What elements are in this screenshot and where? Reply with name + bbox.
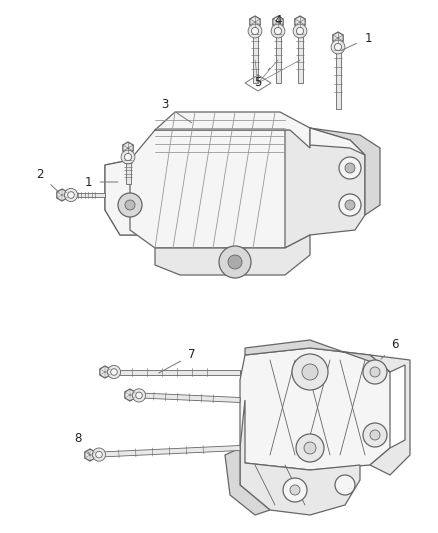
- Polygon shape: [273, 16, 283, 28]
- Text: 2: 2: [36, 168, 59, 192]
- Circle shape: [283, 478, 307, 502]
- Circle shape: [68, 192, 74, 198]
- Polygon shape: [142, 393, 240, 402]
- Polygon shape: [123, 142, 133, 154]
- Circle shape: [290, 485, 300, 495]
- Polygon shape: [126, 160, 131, 184]
- Circle shape: [125, 200, 135, 210]
- Polygon shape: [333, 32, 343, 44]
- Circle shape: [334, 43, 342, 51]
- Polygon shape: [155, 235, 310, 275]
- Polygon shape: [245, 340, 390, 372]
- Polygon shape: [310, 128, 365, 155]
- Polygon shape: [105, 160, 155, 235]
- Text: 1: 1: [84, 175, 118, 189]
- Circle shape: [248, 24, 262, 38]
- Text: 6: 6: [381, 338, 399, 359]
- Circle shape: [363, 423, 387, 447]
- Circle shape: [92, 448, 106, 461]
- Polygon shape: [85, 449, 95, 461]
- Polygon shape: [57, 189, 67, 201]
- Polygon shape: [295, 16, 305, 28]
- Circle shape: [345, 163, 355, 173]
- Circle shape: [345, 200, 355, 210]
- Circle shape: [339, 194, 361, 216]
- Circle shape: [292, 354, 328, 390]
- Text: 3: 3: [161, 99, 191, 123]
- Circle shape: [136, 392, 142, 399]
- Polygon shape: [225, 448, 270, 515]
- Text: 8: 8: [74, 432, 90, 455]
- Circle shape: [132, 389, 145, 402]
- Circle shape: [121, 150, 135, 164]
- Text: 5: 5: [254, 68, 270, 88]
- Polygon shape: [130, 130, 310, 248]
- Circle shape: [296, 434, 324, 462]
- Circle shape: [251, 27, 258, 35]
- Text: 4: 4: [274, 13, 282, 35]
- Circle shape: [302, 364, 318, 380]
- Polygon shape: [125, 389, 135, 401]
- Circle shape: [370, 430, 380, 440]
- Text: 7: 7: [159, 349, 196, 373]
- Polygon shape: [310, 128, 380, 215]
- Polygon shape: [276, 34, 280, 83]
- Polygon shape: [100, 366, 110, 378]
- Polygon shape: [117, 369, 240, 375]
- Circle shape: [297, 27, 304, 35]
- Polygon shape: [285, 128, 365, 248]
- Circle shape: [293, 24, 307, 38]
- Polygon shape: [105, 160, 155, 235]
- Circle shape: [304, 442, 316, 454]
- Circle shape: [219, 246, 251, 278]
- Polygon shape: [102, 446, 240, 457]
- Circle shape: [118, 193, 142, 217]
- Text: 1: 1: [342, 31, 372, 50]
- Circle shape: [111, 369, 117, 375]
- Polygon shape: [240, 400, 360, 515]
- Polygon shape: [155, 112, 310, 148]
- Circle shape: [370, 367, 380, 377]
- Polygon shape: [370, 355, 410, 475]
- Polygon shape: [240, 348, 390, 470]
- Circle shape: [124, 154, 131, 160]
- Circle shape: [335, 475, 355, 495]
- Circle shape: [107, 366, 120, 378]
- Circle shape: [228, 255, 242, 269]
- Polygon shape: [297, 34, 303, 83]
- Polygon shape: [336, 50, 340, 109]
- Polygon shape: [252, 34, 258, 83]
- Circle shape: [274, 27, 282, 35]
- Circle shape: [95, 451, 102, 458]
- Circle shape: [271, 24, 285, 38]
- Polygon shape: [74, 193, 105, 197]
- Circle shape: [363, 360, 387, 384]
- Circle shape: [331, 40, 345, 54]
- Circle shape: [339, 157, 361, 179]
- Circle shape: [64, 188, 78, 201]
- Polygon shape: [250, 16, 260, 28]
